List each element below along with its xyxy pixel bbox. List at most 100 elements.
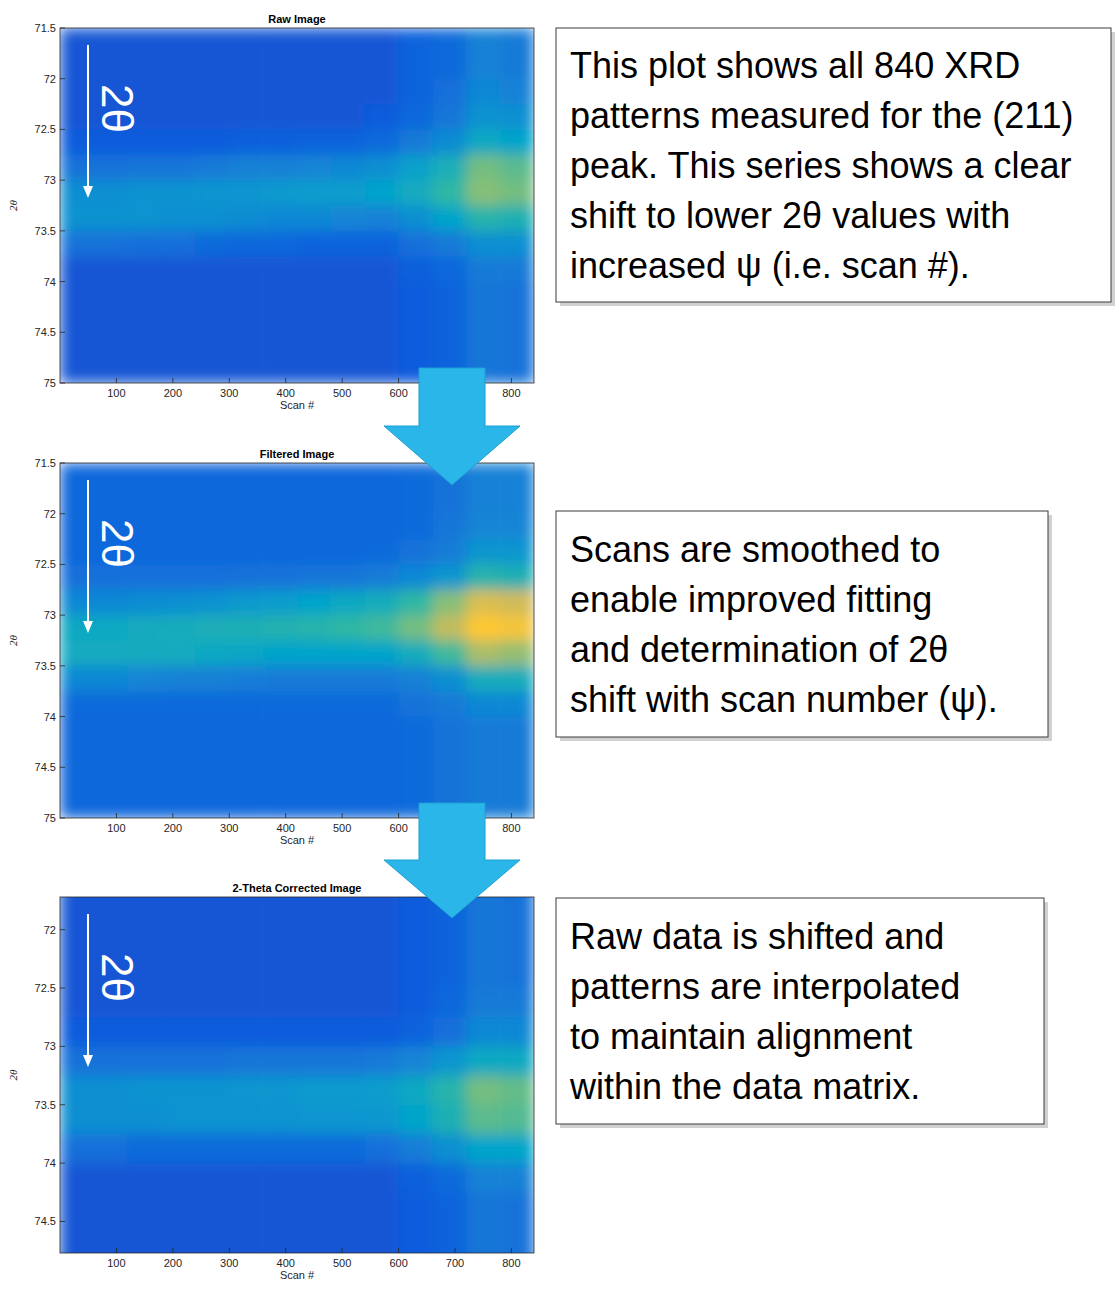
heatmap-cell — [263, 988, 297, 1018]
y-tick — [60, 78, 65, 79]
x-tick-label: 800 — [502, 822, 520, 834]
heatmap-cell — [331, 959, 365, 989]
heatmap-cell — [432, 180, 466, 206]
heatmap-cell — [432, 564, 466, 590]
heatmap-cell — [263, 28, 297, 54]
heatmap-cell — [162, 930, 196, 960]
heatmap-cell — [60, 231, 94, 257]
heatmap-cell — [466, 256, 500, 282]
heatmap-cell — [128, 1046, 162, 1076]
heatmap-cell — [195, 539, 229, 565]
heatmap-cell — [331, 155, 365, 181]
x-tick — [285, 378, 286, 383]
heatmap-cell — [500, 1017, 534, 1047]
heatmap-cell — [365, 1221, 399, 1251]
annotation-box: Scans are smoothed toenable improved fit… — [556, 511, 1052, 741]
heatmap-cell — [432, 767, 466, 793]
y-tick — [60, 1104, 65, 1105]
y-tick-label: 72 — [44, 924, 56, 936]
heatmap-cell — [162, 332, 196, 358]
heatmap-cell — [399, 564, 433, 590]
heatmap-cell — [365, 332, 399, 358]
heatmap-cell — [162, 28, 196, 54]
heatmap-cell — [263, 691, 297, 717]
heatmap-cell — [229, 463, 263, 489]
panel-title: 2-Theta Corrected Image — [233, 882, 362, 894]
heatmap-cell — [229, 564, 263, 590]
y-tick-label: 74 — [44, 711, 56, 723]
heatmap-cell — [399, 180, 433, 206]
heatmap-cell — [331, 666, 365, 692]
heatmap-cell — [297, 256, 331, 282]
x-tick-label: 400 — [277, 1257, 295, 1269]
heatmap-cell — [263, 1046, 297, 1076]
heatmap-cell — [365, 742, 399, 768]
heatmap-cell — [500, 1076, 534, 1106]
heatmap-cell — [365, 463, 399, 489]
y-tick — [60, 332, 65, 333]
heatmap-cell — [128, 1134, 162, 1164]
annotation-text: This plot shows all 840 XRD — [570, 45, 1020, 86]
heatmap-cell — [331, 897, 365, 901]
heatmap-cell — [466, 1192, 500, 1222]
heatmap-cell — [128, 717, 162, 743]
heatmap-cell — [297, 1192, 331, 1222]
heatmap-cell — [399, 901, 433, 931]
heatmap-cell — [500, 767, 534, 793]
heatmap-cell — [365, 358, 399, 383]
heatmap-cell — [263, 514, 297, 540]
heatmap-cell — [365, 691, 399, 717]
x-tick-label: 800 — [502, 387, 520, 399]
heatmap-cell — [195, 206, 229, 232]
panel: 1002003004005006007008007272.57373.57474… — [7, 871, 535, 1281]
x-tick-label: 800 — [502, 1257, 520, 1269]
heatmap-cell — [94, 1221, 128, 1251]
heatmap-cell — [229, 256, 263, 282]
heatmap-cell — [94, 901, 128, 931]
heatmap-cell — [500, 1192, 534, 1222]
annotation-box: Raw data is shifted andpatterns are inte… — [556, 898, 1048, 1128]
heatmap-cell — [263, 901, 297, 931]
panel-title: Raw Image — [268, 13, 325, 25]
x-tick-label: 100 — [107, 1257, 125, 1269]
heatmap-cell — [195, 1017, 229, 1047]
heatmap-cell — [500, 206, 534, 232]
heatmap-cell — [229, 180, 263, 206]
x-tick — [511, 813, 512, 818]
heatmap-cell — [297, 901, 331, 931]
y-tick-label: 74.5 — [35, 761, 56, 773]
heatmap-cell — [229, 1046, 263, 1076]
heatmap-cell — [60, 53, 94, 79]
heatmap-cell — [297, 358, 331, 383]
y-tick — [60, 988, 65, 989]
heatmap-cell — [432, 1221, 466, 1251]
heatmap-cell — [128, 231, 162, 257]
heatmap-cell — [229, 590, 263, 616]
heatmap-cell — [432, 488, 466, 514]
heatmap-cell — [331, 1046, 365, 1076]
heatmap-cell — [60, 1221, 94, 1251]
y-tick-label: 73.5 — [35, 1099, 56, 1111]
heatmap-cell — [94, 564, 128, 590]
heatmap-cell — [432, 307, 466, 333]
heatmap-cell — [229, 488, 263, 514]
heatmap-cell — [331, 590, 365, 616]
heatmap-cell — [229, 1105, 263, 1135]
heatmap-cell — [162, 1134, 196, 1164]
heatmap-cell — [399, 53, 433, 79]
heatmap-cell — [466, 1076, 500, 1106]
heatmap-cell — [263, 104, 297, 130]
x-tick-label: 100 — [107, 387, 125, 399]
panel: 10020030040050060080071.57272.57373.5747… — [7, 448, 535, 846]
heatmap-cell — [229, 307, 263, 333]
heatmap-cell — [195, 1134, 229, 1164]
heatmap-cell — [500, 988, 534, 1018]
heatmap-cell — [229, 514, 263, 540]
y-tick-label: 72 — [44, 73, 56, 85]
heatmap-cell — [500, 256, 534, 282]
heatmap-cell — [263, 282, 297, 308]
heatmap-cell — [195, 307, 229, 333]
heatmap-cell — [365, 793, 399, 818]
x-tick — [116, 813, 117, 818]
heatmap-cell — [331, 988, 365, 1018]
